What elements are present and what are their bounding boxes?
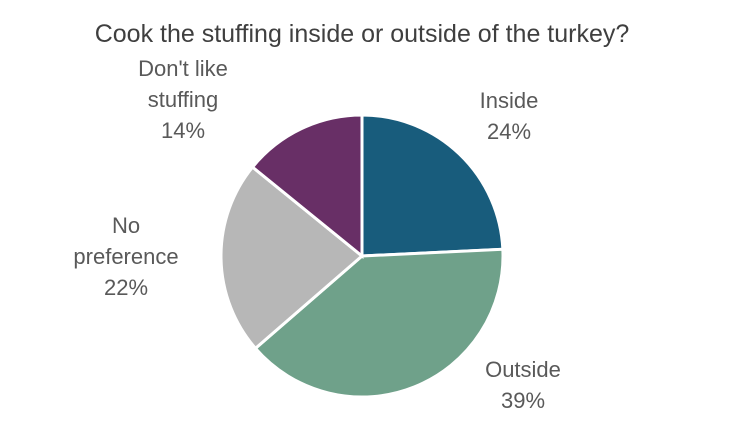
slice-label-outside: Outside 39%	[485, 357, 561, 413]
slice-label-inside: Inside 24%	[480, 88, 539, 144]
pie-slice-inside	[360, 113, 505, 258]
pie-slice-don-t-like-stuffing	[250, 113, 364, 260]
pie-slice-no-preference	[219, 164, 365, 351]
pie-slice-outside	[253, 247, 505, 399]
slice-label-don-t-like-stuffing: Don't like stuffing 14%	[138, 56, 228, 143]
pie-slices	[219, 113, 505, 399]
pie-labels: Inside 24% Outside 39% No preference 22% Don't …	[73, 56, 561, 413]
chart-title: Cook the stuffing inside or outside of t…	[95, 20, 630, 48]
slice-label-no-preference: No preference 22%	[73, 213, 178, 300]
